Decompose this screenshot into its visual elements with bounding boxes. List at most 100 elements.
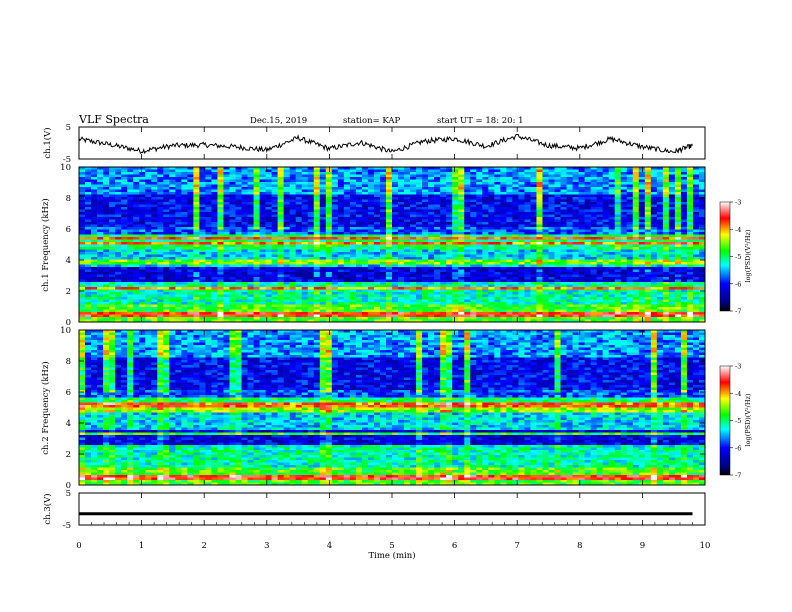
spectrogram-cell: [97, 232, 104, 235]
spectrogram-cell: [512, 167, 519, 170]
spectrogram-cell: [325, 249, 333, 253]
spectrogram-cell: [518, 282, 525, 285]
spectrogram-cell: [151, 262, 158, 265]
spectrogram-cell: [373, 199, 381, 203]
spectrogram-cell: [590, 282, 597, 285]
spectrogram-cell: [602, 182, 609, 185]
spectrogram-cell: [247, 247, 254, 250]
spectrogram-cell: [626, 177, 634, 180]
spectrogram-cell: [187, 167, 194, 170]
spectrogram-cell: [692, 189, 700, 193]
spectrogram-cell: [361, 234, 369, 238]
spectrogram-cell: [614, 187, 622, 190]
spectrogram-cell: [680, 242, 688, 245]
spectrogram-cell: [241, 239, 248, 243]
spectrogram-cell: [410, 177, 417, 180]
spectrogram-cell: [343, 279, 351, 283]
spectrogram-cell: [662, 169, 670, 173]
spectrogram-cell: [283, 179, 290, 183]
spectrogram-cell: [229, 282, 236, 285]
spectrogram-cell: [79, 189, 86, 193]
spectrogram-cell: [289, 169, 296, 173]
spectrogram-cell: [121, 167, 128, 170]
spectrogram-cell: [343, 262, 351, 265]
spectrogram-cell: [686, 264, 694, 268]
spectrogram-cell: [127, 284, 134, 288]
spectrogram-cell: [247, 252, 254, 255]
spectrogram-cell: [650, 177, 658, 180]
spectrogram-cell: [379, 257, 387, 260]
spectrogram-cell: [482, 279, 489, 283]
spectrogram-cell: [440, 167, 447, 170]
spectrogram-cell: [271, 202, 278, 205]
spectrogram-cell: [109, 217, 116, 220]
spectrogram-cell: [668, 209, 676, 213]
spectrogram-cell: [428, 257, 435, 260]
spectrogram-cell: [121, 194, 128, 198]
spectrogram-cell: [385, 214, 393, 218]
spectrogram-cell: [548, 254, 555, 258]
spectrogram-cell: [181, 174, 188, 178]
spectrogram-cell: [566, 194, 573, 198]
spectrogram-cell: [596, 267, 603, 270]
spectrogram-cell: [542, 204, 549, 208]
spectrogram-cell: [85, 274, 92, 278]
spectrogram-cell: [482, 169, 489, 173]
spectrogram-cell: [175, 242, 182, 245]
spectrogram-cell: [91, 264, 98, 268]
spectrogram-cell: [698, 242, 706, 245]
spectrogram-cell: [349, 202, 357, 205]
spectrogram-cell: [548, 199, 555, 203]
spectrogram-cell: [392, 274, 399, 278]
spectrogram-cell: [205, 237, 212, 240]
spectrogram-cell: [470, 184, 477, 188]
spectrogram-cell: [638, 167, 646, 170]
spectrogram-cell: [590, 182, 597, 185]
spectrogram-cell: [145, 274, 152, 278]
spectrogram-cell: [301, 212, 309, 215]
spectrogram-cell: [470, 267, 477, 270]
spectrogram-cell: [422, 194, 429, 198]
spectrogram-cell: [416, 244, 423, 248]
spectrogram-cell: [500, 279, 507, 283]
spectrogram-cell: [295, 254, 303, 258]
spectrogram-cell: [524, 209, 531, 213]
spectrogram-cell: [506, 247, 513, 250]
spectrogram-cell: [566, 217, 573, 220]
spectrogram-cell: [614, 207, 622, 210]
spectrogram-cell: [656, 212, 664, 215]
spectrogram-cell: [608, 194, 616, 198]
spectrogram-cell: [91, 222, 98, 225]
spectrogram-cell: [488, 247, 495, 250]
spectrogram-cell: [608, 269, 616, 273]
spectrogram-cell: [440, 237, 447, 240]
spectrogram-cell: [446, 217, 453, 220]
spectrogram-cell: [85, 267, 92, 270]
spectrogram-cell: [536, 249, 543, 253]
spectrogram-cell: [650, 269, 658, 273]
spectrogram-cell: [464, 279, 471, 283]
spectrogram-cell: [548, 237, 555, 240]
spectrogram-cell: [602, 229, 609, 233]
spectrogram-cell: [343, 194, 351, 198]
spectrogram-cell: [656, 224, 664, 228]
spectrogram-cell: [644, 259, 652, 263]
spectrogram-cell: [410, 229, 417, 233]
spectrogram-cell: [175, 284, 182, 288]
spectrogram-cell: [686, 242, 694, 245]
spectrogram-cell: [331, 262, 339, 265]
spectrogram-cell: [283, 212, 290, 215]
spectrogram-cell: [241, 264, 248, 268]
spectrogram-cell: [367, 274, 375, 278]
spectrogram-cell: [145, 232, 152, 235]
spectrogram-cell: [127, 252, 134, 255]
spectrogram-cell: [313, 252, 321, 255]
spectrogram-cell: [542, 277, 549, 280]
spectrogram-cell: [313, 227, 321, 230]
spectrogram-cell: [530, 259, 537, 263]
spectrogram-cell: [680, 199, 688, 203]
spectrogram-cell: [656, 227, 664, 230]
spectrogram-cell: [698, 239, 706, 243]
spectrogram-cell: [692, 207, 700, 210]
spectrogram-cell: [97, 282, 104, 285]
